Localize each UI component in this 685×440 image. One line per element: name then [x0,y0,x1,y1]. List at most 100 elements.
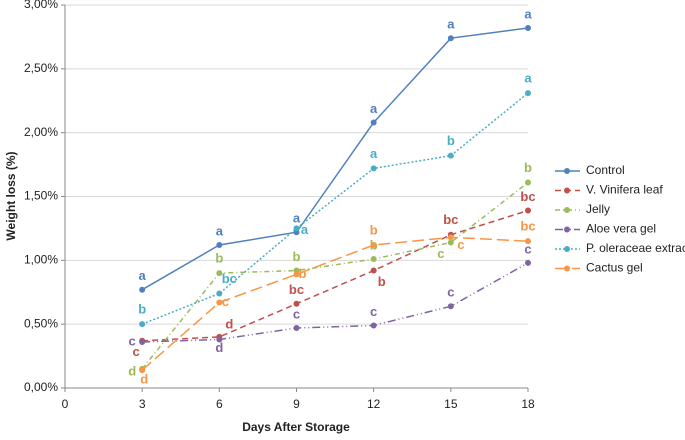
significance-label: bc [222,271,237,286]
legend-marker [564,187,570,194]
y-axis-title: Weight loss (%) [4,151,18,240]
significance-label: b [293,249,301,264]
legend-label: Control [586,163,625,177]
data-point [293,271,300,278]
data-point [525,179,531,186]
significance-label: d [128,363,136,378]
data-point [139,367,146,374]
data-point [370,242,377,249]
legend-marker [564,226,570,233]
data-point [293,225,300,232]
data-point [293,300,300,307]
significance-label: c [437,246,444,261]
data-point [447,303,454,310]
significance-label: b [524,160,532,175]
significance-label: a [447,17,455,32]
data-point [370,165,377,172]
data-point [525,259,531,266]
significance-label: a [370,146,378,161]
legend-label: V. Vinifera leaf [586,183,663,197]
y-tick-label: 0,00% [24,380,58,394]
data-point [216,290,223,297]
series-line [142,209,529,342]
significance-label: bc [520,219,535,234]
significance-label: b [447,133,455,148]
legend-marker [564,207,570,213]
significance-label: a [301,222,309,237]
significance-label: a [139,268,147,283]
y-tick-label: 3,00% [24,0,58,11]
legend-marker [564,246,570,252]
data-point [293,324,300,331]
data-point [447,239,454,246]
x-tick-label: 9 [293,397,300,411]
x-tick-label: 3 [139,397,146,411]
significance-label: bc [520,189,535,204]
significance-label: a [293,211,301,226]
significance-label: c [133,344,140,359]
significance-label: b [215,251,223,266]
significance-label: c [222,294,229,309]
significance-label: c [129,333,136,348]
legend-label: Jelly [586,202,610,216]
x-axis-title: Days After Storage [242,420,350,434]
significance-label: a [216,223,224,238]
y-tick-label: 2,00% [24,125,58,139]
x-tick-label: 18 [521,397,535,411]
data-point [216,299,223,306]
significance-label: d [140,372,148,387]
significance-label: b [299,266,307,281]
data-point [447,35,454,42]
significance-label: bc [289,282,304,297]
significance-label: bc [443,212,458,227]
data-point [139,286,146,293]
significance-label: b [370,222,378,237]
y-tick-label: 1,00% [24,253,58,267]
y-tick-label: 2,50% [24,61,58,75]
significance-label: d [225,316,233,331]
data-point [139,321,146,328]
series-line [141,181,529,370]
data-point [447,152,454,159]
significance-label: b [138,302,146,317]
series-line [141,27,529,291]
significance-label: a [524,71,532,86]
data-point [525,24,531,31]
x-tick-label: 15 [444,397,458,411]
data-point [139,339,146,346]
y-tick-label: 0,50% [24,316,58,330]
data-point [370,256,377,263]
significance-label: c [524,241,531,256]
legend-label: Cactus gel [586,261,643,275]
significance-label: c [293,306,300,321]
significance-label: a [524,6,532,21]
data-point [370,267,377,274]
data-point [216,242,223,249]
significance-label: c [457,237,464,252]
y-tick-label: 1,50% [24,189,58,203]
significance-label: d [215,340,223,355]
data-point [447,234,454,241]
legend-marker [564,265,570,272]
significance-label: c [370,304,377,319]
significance-label: b [378,274,386,289]
legend-label: Aloe vera gel [586,222,656,236]
series-line [141,236,529,371]
data-point [525,90,531,97]
series-line [141,92,529,325]
x-tick-label: 0 [62,397,69,411]
data-point [216,336,223,343]
series-line [142,262,529,343]
data-point [216,270,223,277]
legend-marker [564,168,570,174]
significance-label: a [370,101,378,116]
data-point [370,119,377,126]
data-point [525,238,531,245]
x-tick-label: 12 [367,397,381,411]
data-point [525,207,531,214]
legend-label: P. oleraceae extract [586,241,685,255]
significance-label: c [447,285,454,300]
x-tick-label: 6 [216,397,223,411]
data-point [370,322,377,329]
